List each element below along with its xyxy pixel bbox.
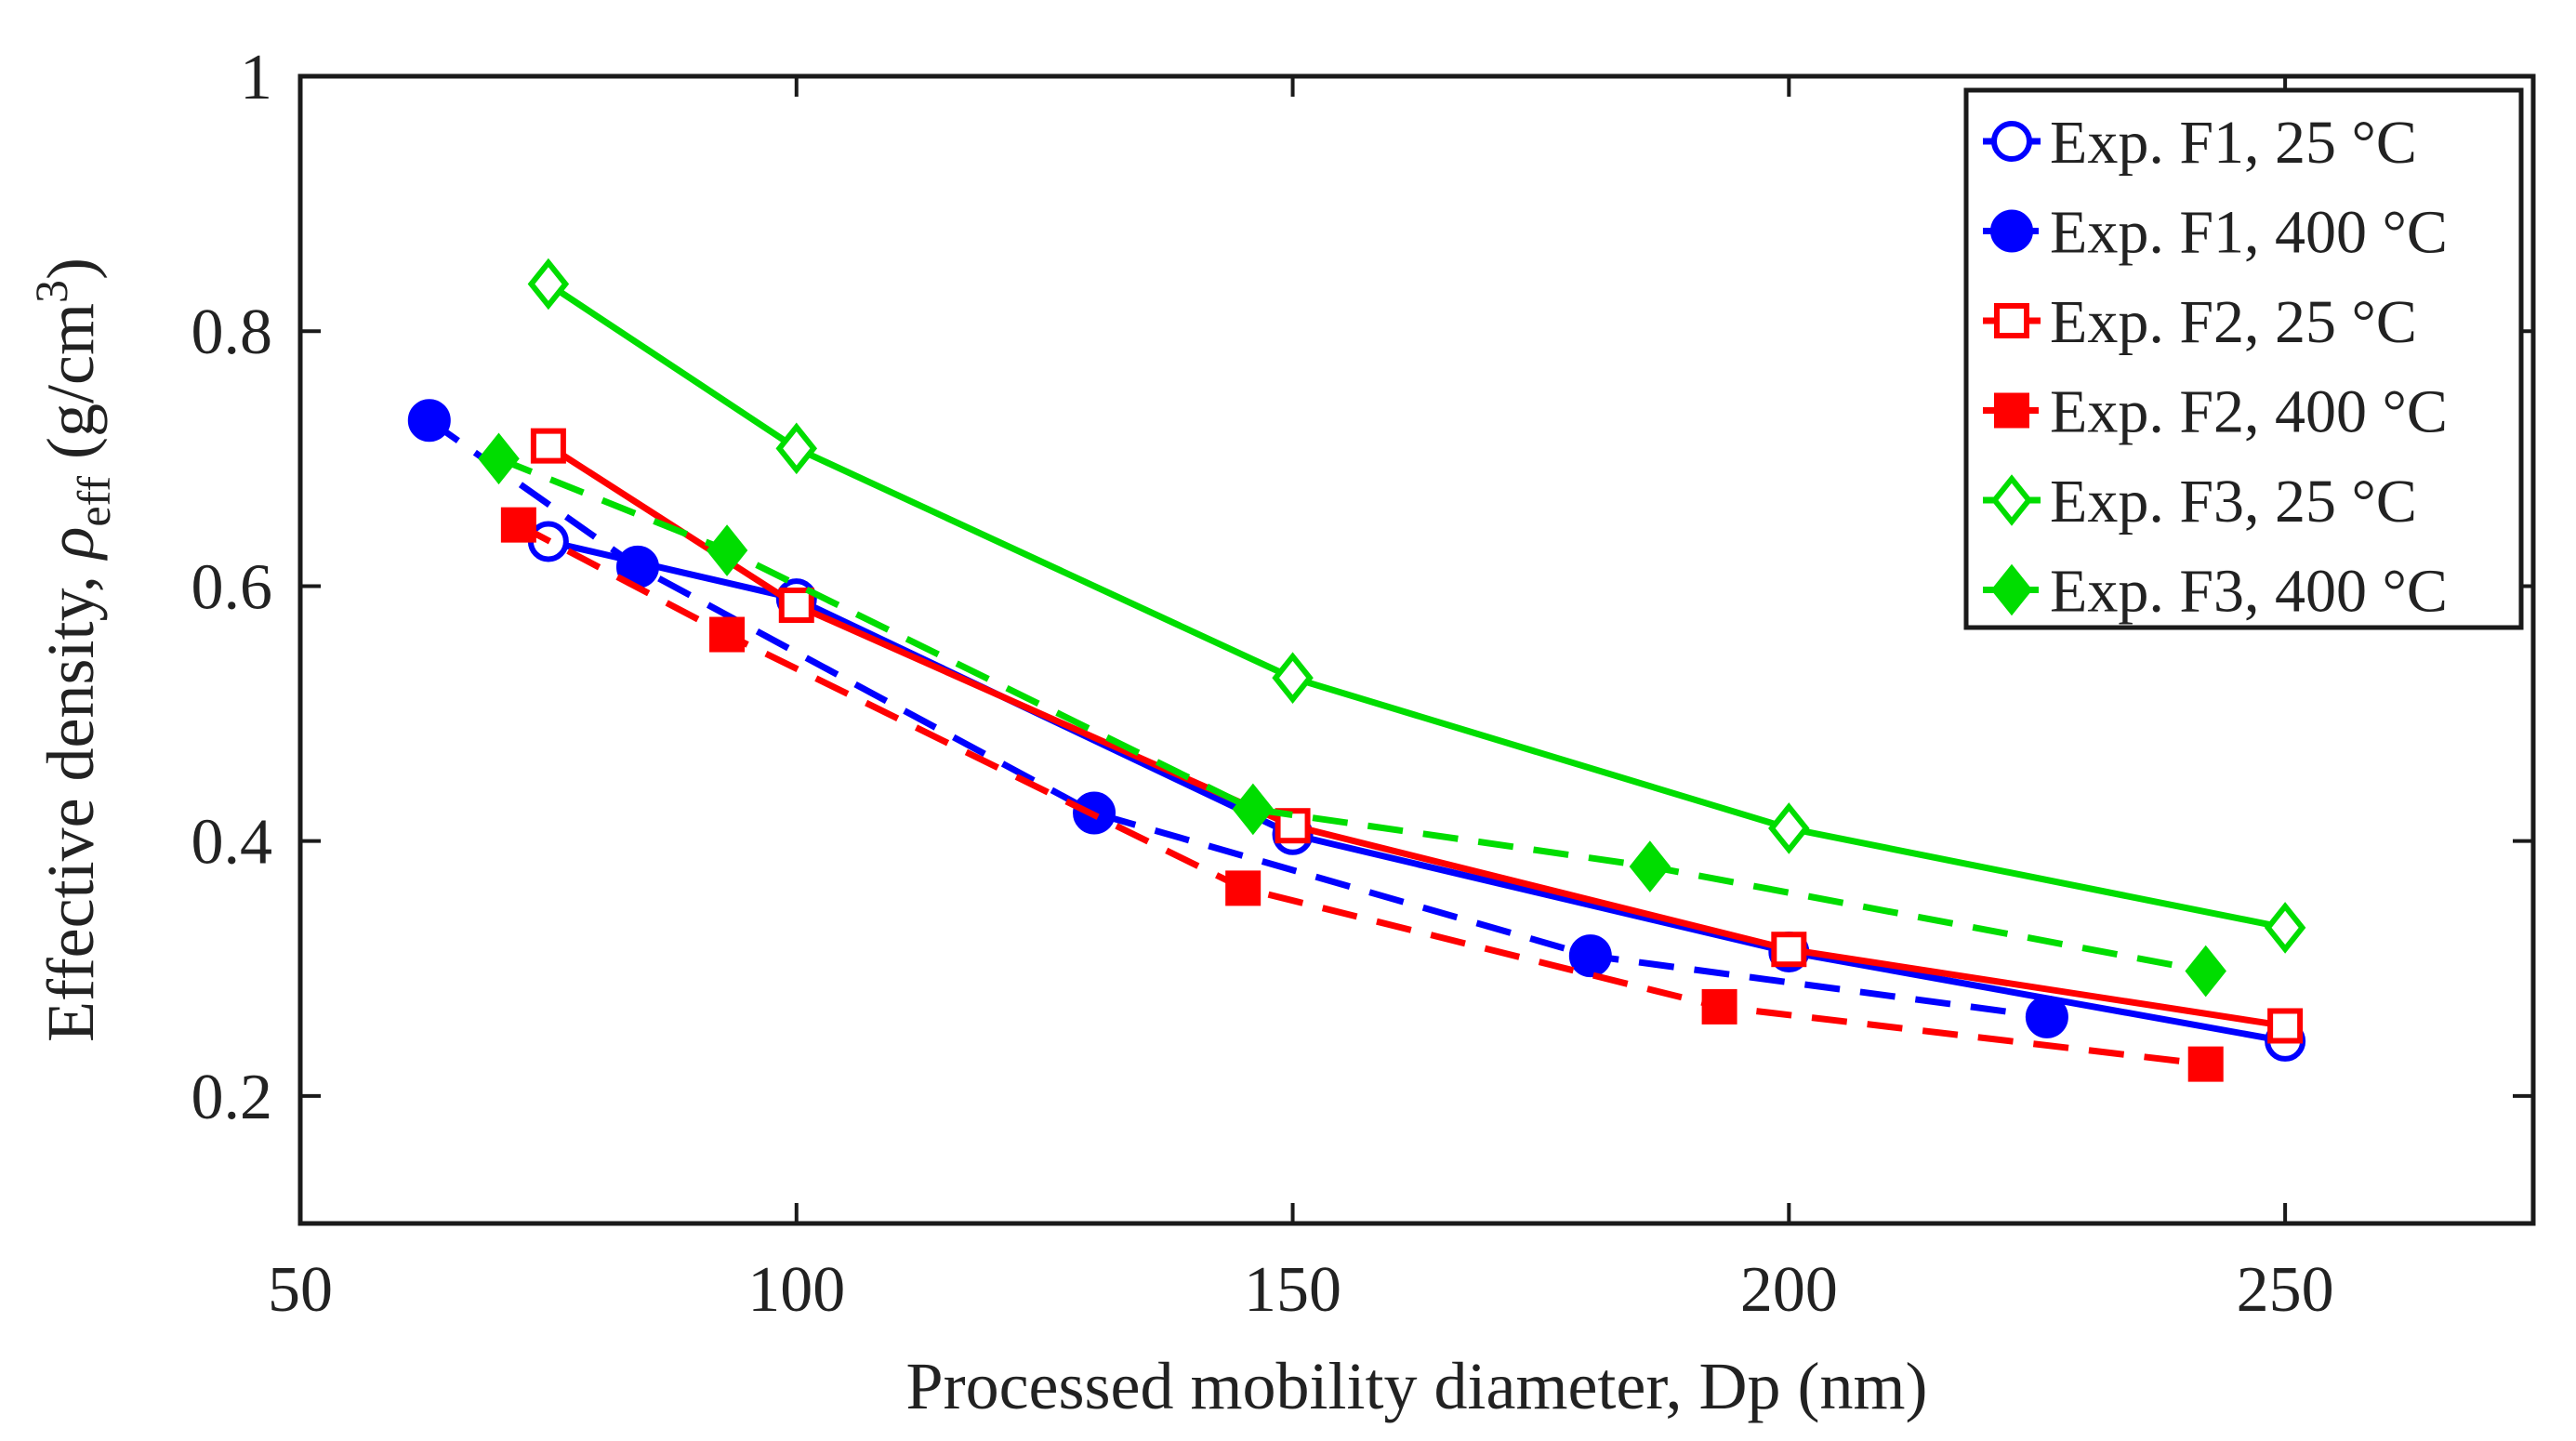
- series-4: [500, 507, 2224, 1082]
- data-point: [530, 428, 566, 464]
- legend-label: Exp. F3, 25 °C: [2050, 468, 2417, 535]
- data-point: [2267, 1008, 2304, 1044]
- data-point: [1568, 934, 1612, 978]
- data-point: [407, 399, 451, 443]
- legend-marker-swatch: [1991, 121, 2032, 162]
- legend-entry: Exp. F3, 400 °C: [1983, 558, 2448, 626]
- x-tick-label: 250: [2237, 1254, 2334, 1326]
- legend: Exp. F1, 25 °C Exp. F1, 400 °C Exp. F2, 25…: [1963, 87, 2524, 630]
- data-point: [1232, 783, 1275, 836]
- y-axis-label-unit-open: (g/cm: [33, 303, 108, 476]
- data-point: [1771, 932, 1807, 968]
- data-point: [2185, 945, 2226, 998]
- data-point: [1768, 802, 1810, 854]
- y-tick-label: 1: [240, 42, 272, 113]
- legend-entry: Exp. F3, 25 °C: [1983, 468, 2417, 535]
- data-point: [709, 616, 746, 653]
- y-tick-label: 0.4: [192, 807, 273, 879]
- data-point: [478, 432, 520, 485]
- series-5: [527, 258, 2306, 954]
- y-tick-labels: 0.2 0.4 0.6 0.8 1: [192, 42, 273, 1133]
- y-axis-label-unit-close: ): [33, 258, 108, 280]
- x-tick-label: 50: [268, 1254, 333, 1326]
- y-tick-label: 0.8: [192, 297, 273, 368]
- legend-label: Exp. F1, 25 °C: [2050, 109, 2417, 177]
- y-axis-label-subscript: eff: [68, 476, 120, 527]
- data-point: [500, 507, 536, 543]
- legend-box: [1963, 87, 2524, 630]
- data-point: [2264, 902, 2306, 954]
- data-point: [1272, 652, 1314, 704]
- data-point: [2187, 1046, 2224, 1082]
- legend-marker-swatch: [1990, 474, 2033, 526]
- x-tick-label: 150: [1244, 1254, 1341, 1326]
- data-point: [1629, 840, 1671, 892]
- legend-marker-swatch: [1990, 563, 2033, 616]
- data-point: [706, 524, 748, 576]
- plot-area-frame: [297, 73, 2536, 1226]
- data-point: [527, 258, 570, 311]
- legend-label: Exp. F3, 400 °C: [2050, 558, 2448, 626]
- series-2: [407, 399, 2068, 1038]
- y-tick-label: 0.6: [192, 551, 273, 623]
- x-tick-label: 100: [747, 1254, 845, 1326]
- legend-marker-swatch: [1994, 303, 2029, 338]
- y-axis-label: Effective density, ρeff (g/cm3): [25, 258, 120, 1042]
- legend-label: Exp. F1, 400 °C: [2050, 199, 2448, 267]
- data-point: [2025, 995, 2068, 1038]
- legend-marker-swatch: [1994, 392, 2029, 429]
- y-axis-label-superscript: 3: [25, 280, 77, 303]
- legend-entry: Exp. F2, 25 °C: [1983, 288, 2417, 356]
- axis-ticks: [298, 74, 2533, 1223]
- data-point: [1701, 988, 1737, 1025]
- y-axis-label-symbol: ρ: [33, 527, 108, 562]
- legend-entry: Exp. F1, 400 °C: [1983, 199, 2448, 267]
- legend-marker-swatch: [1990, 209, 2033, 253]
- legend-label: Exp. F2, 25 °C: [2050, 288, 2417, 356]
- x-tick-labels: 50 100 150 200 250: [268, 1254, 2334, 1326]
- series-line: [497, 456, 2207, 974]
- series-line: [427, 417, 2048, 1021]
- series-layer: [407, 258, 2306, 1082]
- data-point: [775, 422, 818, 475]
- x-axis-label: Processed mobility diameter, Dp (nm): [906, 1349, 1928, 1423]
- data-point: [1225, 870, 1262, 906]
- legend-label: Exp. F2, 400 °C: [2050, 378, 2448, 446]
- y-axis-label-prefix: Effective density,: [33, 559, 108, 1042]
- legend-items: Exp. F1, 25 °C Exp. F1, 400 °C Exp. F2, 25…: [1983, 109, 2448, 626]
- legend-entry: Exp. F2, 400 °C: [1983, 378, 2448, 446]
- data-point: [778, 588, 814, 624]
- y-tick-label: 0.2: [192, 1062, 273, 1133]
- series-6: [478, 432, 2226, 998]
- legend-entry: Exp. F1, 25 °C: [1983, 109, 2417, 177]
- x-tick-label: 200: [1740, 1254, 1838, 1326]
